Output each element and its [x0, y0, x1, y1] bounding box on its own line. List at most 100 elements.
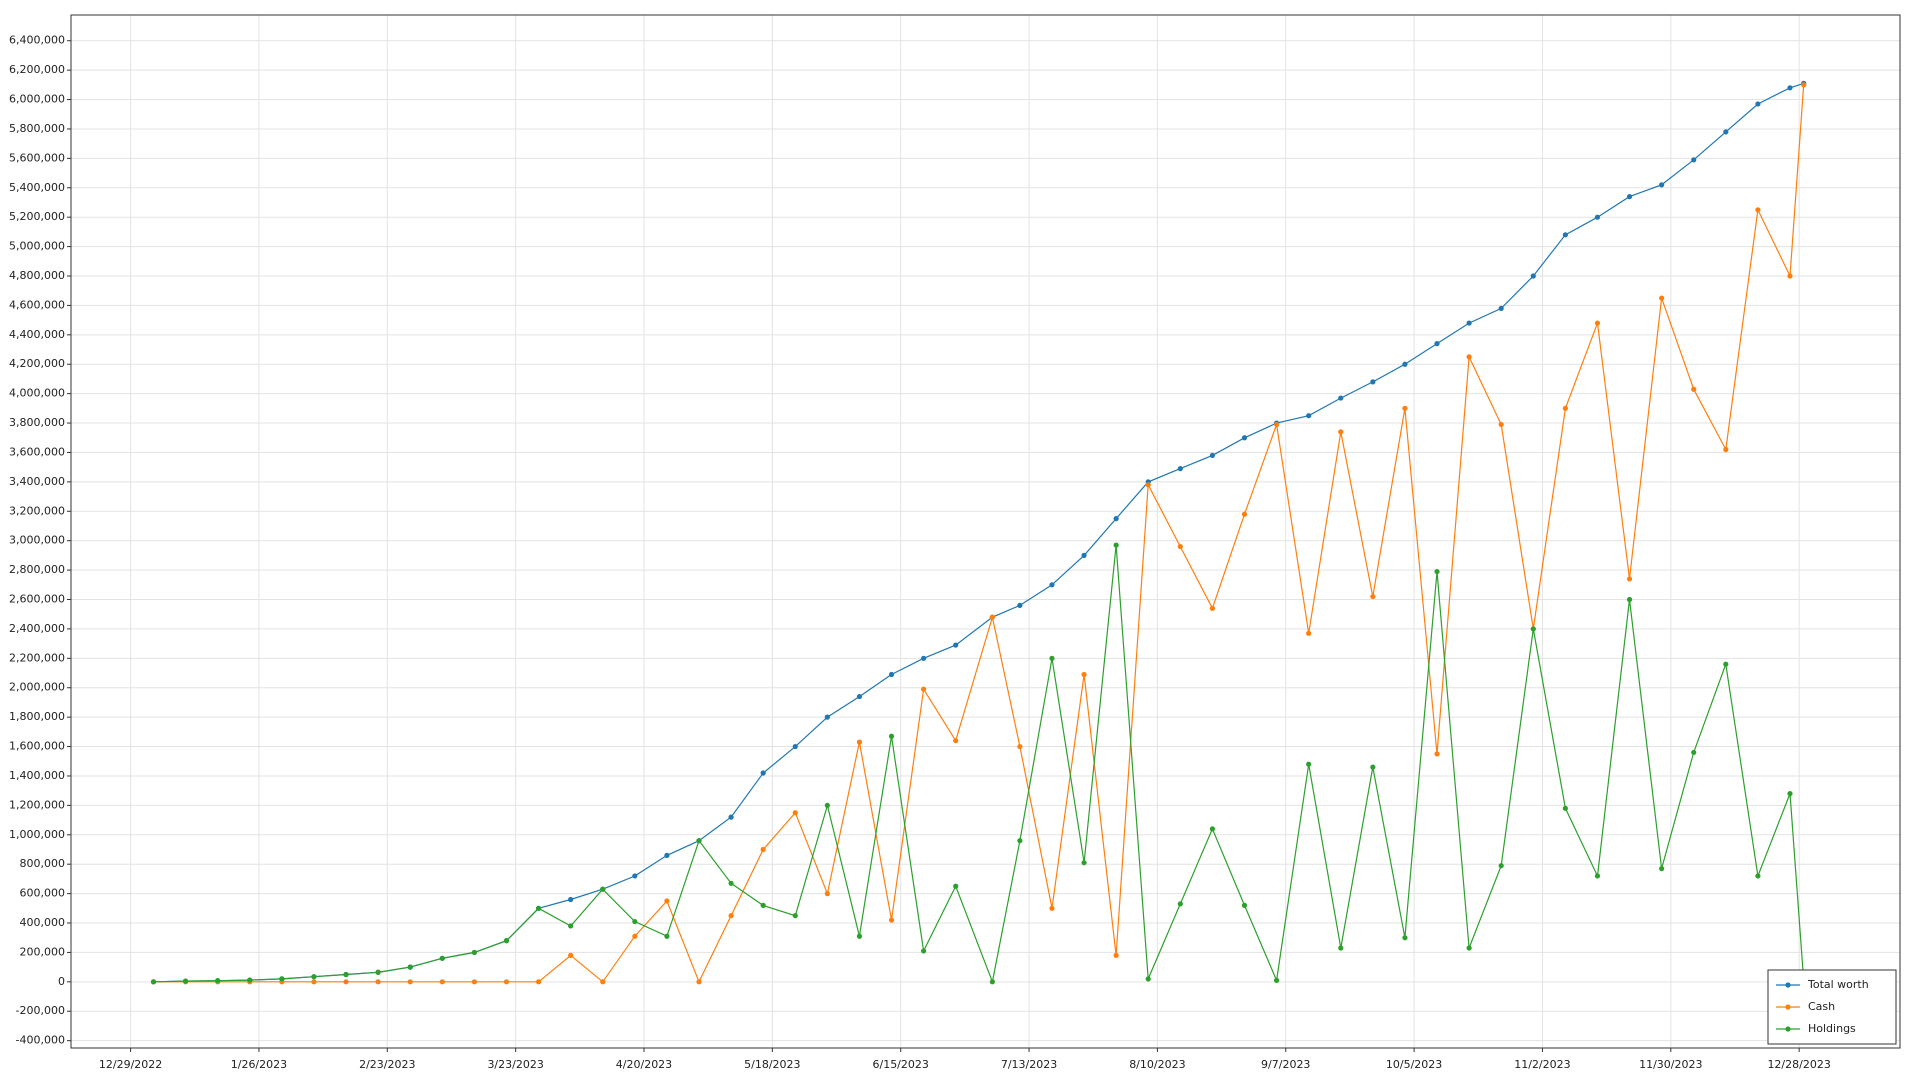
y-tick-label: 400,000 [20, 916, 66, 929]
y-tick-label: 4,800,000 [9, 269, 65, 282]
y-tick-label: 5,600,000 [9, 151, 65, 164]
x-tick-label: 1/26/2023 [231, 1058, 287, 1071]
marker [1113, 542, 1119, 548]
marker [1466, 320, 1472, 326]
marker [375, 969, 381, 975]
y-tick-label: 4,000,000 [9, 387, 65, 400]
marker [632, 918, 638, 925]
marker [1049, 905, 1055, 911]
marker [1177, 543, 1183, 550]
marker [1145, 976, 1151, 982]
marker [150, 979, 157, 985]
marker [1755, 873, 1761, 879]
marker [471, 979, 477, 985]
x-tick-label: 6/15/2023 [872, 1058, 928, 1071]
marker [1241, 902, 1248, 908]
marker [535, 979, 542, 985]
marker [503, 979, 510, 985]
marker [182, 978, 189, 984]
marker [279, 976, 285, 982]
marker [1434, 751, 1440, 757]
marker [407, 964, 413, 970]
marker [664, 933, 670, 939]
legend-marker [1785, 1004, 1791, 1010]
marker [503, 938, 510, 944]
marker [1723, 661, 1729, 667]
marker [1498, 863, 1504, 869]
marker [535, 905, 542, 911]
y-tick-label: 4,400,000 [9, 328, 65, 341]
marker [632, 933, 638, 939]
y-tick-label: 1,200,000 [9, 798, 65, 811]
marker [247, 977, 253, 983]
marker [1691, 157, 1697, 163]
legend-marker [1785, 1026, 1791, 1032]
y-tick-label: 600,000 [20, 887, 66, 900]
y-tick-label: 4,200,000 [9, 357, 65, 370]
x-tick-label: 4/20/2023 [616, 1058, 672, 1071]
marker [1306, 413, 1312, 419]
y-tick-label: 0 [58, 975, 65, 988]
x-tick-label: 11/30/2023 [1639, 1058, 1702, 1071]
marker [311, 974, 317, 980]
marker [1209, 452, 1216, 459]
marker [1145, 482, 1151, 488]
x-tick-label: 3/23/2023 [487, 1058, 543, 1071]
marker [1113, 952, 1119, 958]
legend: Total worth Cash Holdings [1767, 969, 1897, 1045]
marker [1113, 516, 1119, 522]
marker [1594, 214, 1601, 220]
marker [728, 913, 734, 919]
marker [792, 810, 798, 816]
marker [407, 979, 413, 985]
marker [760, 846, 766, 853]
marker [953, 883, 959, 889]
y-tick-label: 3,000,000 [9, 534, 65, 547]
marker [439, 955, 445, 961]
marker [215, 978, 221, 984]
y-tick-label: 5,800,000 [9, 122, 65, 135]
marker [1434, 568, 1440, 575]
marker [1338, 395, 1344, 401]
x-tick-label: 8/10/2023 [1129, 1058, 1185, 1071]
y-tick-label: 2,800,000 [9, 563, 65, 576]
legend-label: Total worth [1807, 978, 1869, 991]
x-tick-label: 11/2/2023 [1514, 1058, 1570, 1071]
y-tick-label: 2,200,000 [9, 651, 65, 664]
y-tick-label: 800,000 [20, 857, 66, 870]
marker [632, 873, 638, 879]
marker [1691, 386, 1697, 392]
marker [989, 979, 995, 985]
y-tick-label: 2,000,000 [9, 681, 65, 694]
marker [760, 902, 766, 908]
x-tick-label: 12/28/2023 [1767, 1058, 1830, 1071]
marker [856, 739, 863, 745]
x-tick-label: 2/23/2023 [359, 1058, 415, 1071]
y-tick-label: 3,800,000 [9, 416, 65, 429]
marker [856, 693, 863, 700]
marker [921, 948, 927, 954]
marker [1338, 429, 1344, 435]
marker [760, 770, 766, 776]
marker [1241, 511, 1248, 517]
marker [1498, 421, 1504, 428]
y-tick-label: 4,600,000 [9, 298, 65, 311]
x-tick-label: 10/5/2023 [1386, 1058, 1442, 1071]
marker [1723, 129, 1729, 135]
marker [1306, 630, 1312, 636]
y-tick-label: 3,600,000 [9, 445, 65, 458]
marker [1562, 805, 1568, 811]
marker [1370, 764, 1376, 770]
marker [856, 933, 863, 939]
marker [824, 802, 830, 808]
marker [1402, 361, 1408, 367]
marker [1691, 749, 1697, 756]
marker [1659, 295, 1665, 301]
marker [1049, 655, 1055, 661]
marker [1209, 605, 1216, 611]
y-tick-label: 1,000,000 [9, 828, 65, 841]
marker [728, 880, 734, 886]
marker [696, 838, 702, 844]
marker [792, 743, 798, 750]
